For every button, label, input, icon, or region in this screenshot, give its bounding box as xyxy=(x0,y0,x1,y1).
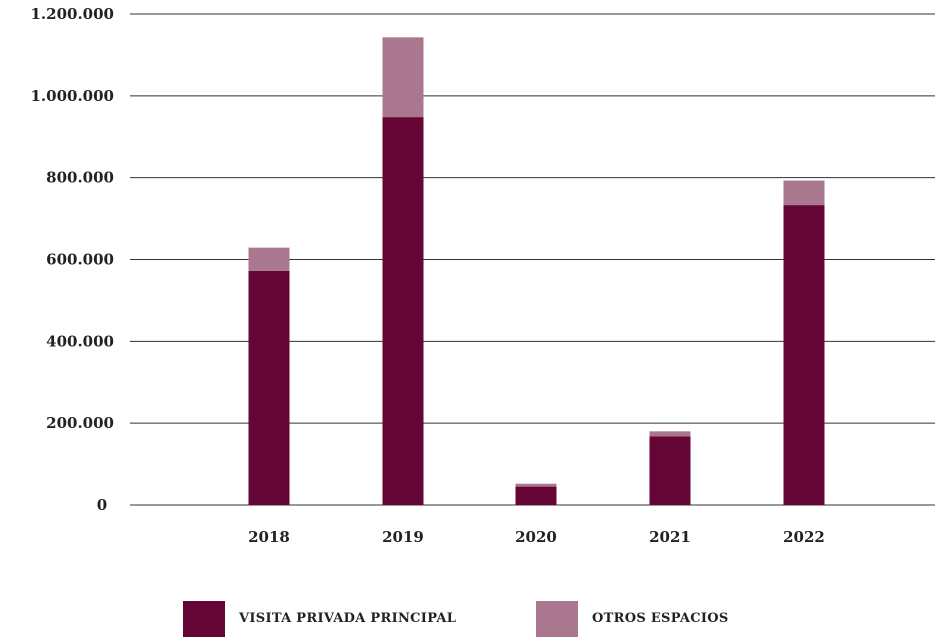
legend-item-visita-privada-principal: VISITA PRIVADA PRINCIPAL xyxy=(183,600,456,637)
x-tick-label-2020: 2020 xyxy=(515,528,557,546)
bar-2020-otros-espacios xyxy=(515,483,557,487)
legend: VISITA PRIVADA PRINCIPAL OTROS ESPACIOS xyxy=(0,600,935,637)
bar-2021-visita-privada-principal xyxy=(649,436,691,505)
bar-2020-visita-privada-principal xyxy=(515,486,557,505)
legend-swatch-otros-espacios xyxy=(536,600,578,637)
bar-2018-visita-privada-principal xyxy=(248,270,290,505)
bar-2022-visita-privada-principal xyxy=(783,205,825,506)
y-tick-label: 1.200.000 xyxy=(30,5,114,23)
x-axis-tick-labels: 2018 2019 2020 2021 2022 xyxy=(248,528,825,546)
y-tick-label: 600.000 xyxy=(46,251,114,269)
y-axis-tick-labels: 0 200.000 400.000 600.000 800.000 1.000.000 1.… xyxy=(30,5,114,514)
x-tick-label-2021: 2021 xyxy=(649,528,691,546)
x-tick-label-2019: 2019 xyxy=(382,528,424,546)
bar-2021-otros-espacios xyxy=(649,431,691,437)
y-tick-label: 1.000.000 xyxy=(30,87,114,105)
bar-2019-otros-espacios xyxy=(382,37,424,118)
bar-2019-visita-privada-principal xyxy=(382,117,424,506)
legend-label-otros-espacios: OTROS ESPACIOS xyxy=(592,611,729,626)
legend-label-visita-privada-principal: VISITA PRIVADA PRINCIPAL xyxy=(239,611,457,626)
x-tick-label-2022: 2022 xyxy=(783,528,825,546)
y-tick-label: 0 xyxy=(97,496,107,514)
bars xyxy=(248,37,825,506)
y-tick-label: 800.000 xyxy=(46,169,114,187)
y-tick-label: 400.000 xyxy=(46,332,114,350)
legend-item-otros-espacios: OTROS ESPACIOS xyxy=(536,600,729,637)
bar-2018-otros-espacios xyxy=(248,247,290,271)
x-tick-label-2018: 2018 xyxy=(248,528,290,546)
bar-2022-otros-espacios xyxy=(783,180,825,206)
y-tick-label: 200.000 xyxy=(46,414,114,432)
legend-swatch-visita-privada-principal xyxy=(183,600,225,637)
